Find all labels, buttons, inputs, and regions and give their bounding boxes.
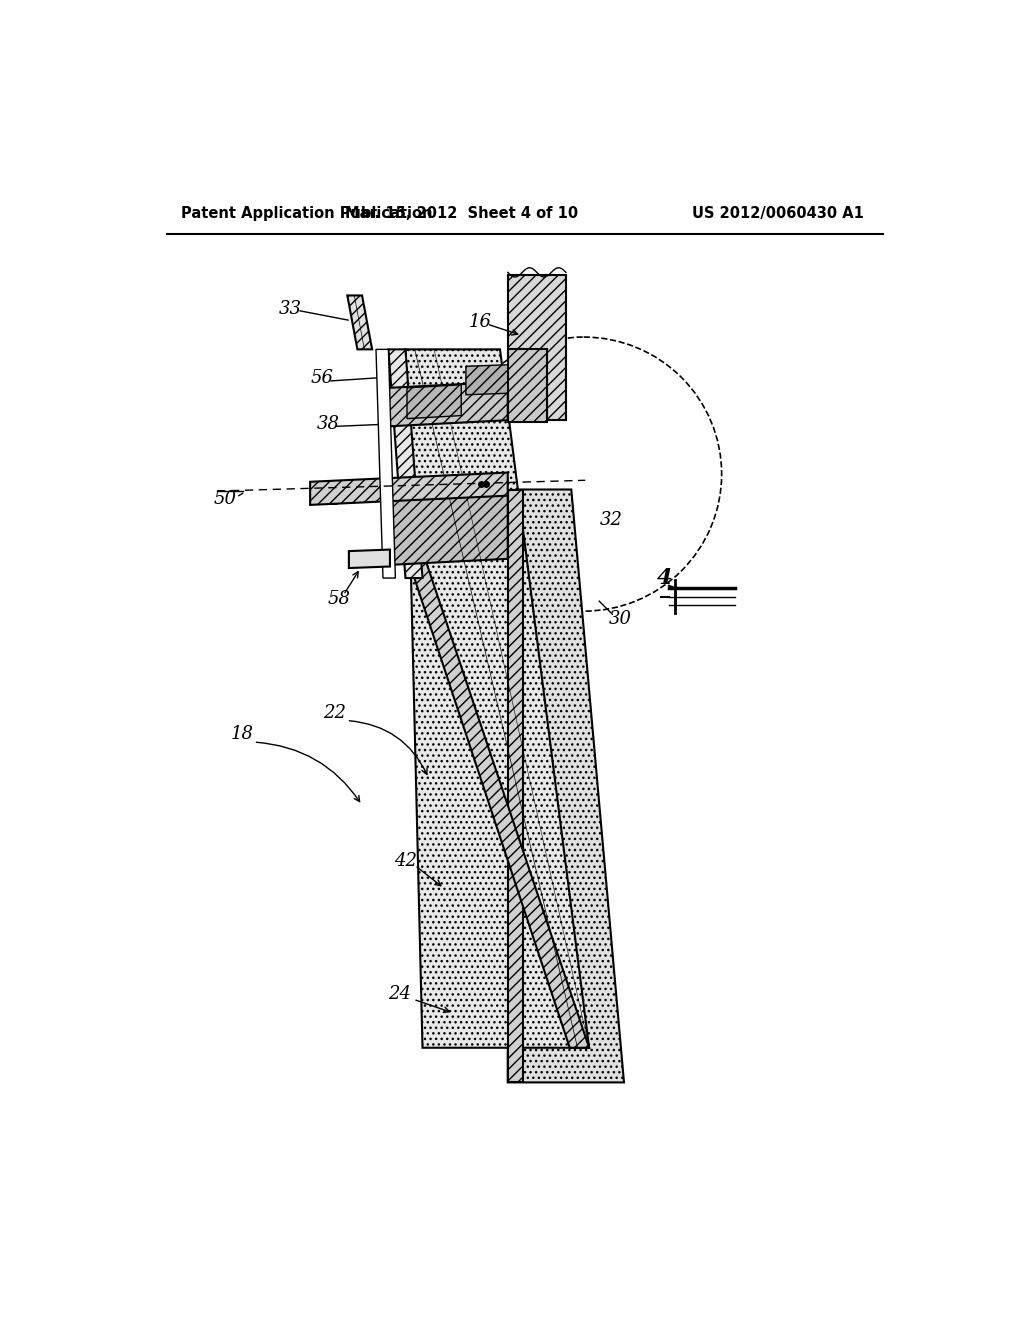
Text: 30: 30: [608, 610, 632, 628]
Polygon shape: [508, 350, 547, 422]
Polygon shape: [376, 350, 395, 578]
Polygon shape: [347, 296, 372, 350]
Text: 38: 38: [316, 414, 339, 433]
Polygon shape: [508, 490, 523, 1082]
Polygon shape: [508, 490, 624, 1082]
Text: 22: 22: [324, 704, 346, 722]
Text: 54: 54: [318, 491, 341, 508]
Polygon shape: [388, 491, 508, 565]
Text: 4: 4: [657, 568, 673, 589]
Text: 52: 52: [430, 388, 454, 407]
Text: Mar. 15, 2012  Sheet 4 of 10: Mar. 15, 2012 Sheet 4 of 10: [345, 206, 578, 222]
Text: 42: 42: [394, 851, 417, 870]
Text: 33: 33: [280, 300, 302, 318]
Text: 56: 56: [310, 368, 333, 387]
Text: 50: 50: [213, 490, 237, 508]
Polygon shape: [349, 549, 390, 568]
Polygon shape: [407, 385, 461, 418]
Polygon shape: [406, 350, 589, 1048]
Polygon shape: [388, 381, 508, 426]
Text: 40: 40: [458, 387, 480, 404]
Text: 58: 58: [328, 590, 350, 607]
Text: Patent Application Publication: Patent Application Publication: [180, 206, 432, 222]
Text: 24: 24: [388, 985, 411, 1003]
Text: 18: 18: [231, 726, 254, 743]
Text: 16: 16: [469, 313, 493, 330]
Polygon shape: [508, 276, 566, 420]
Polygon shape: [388, 350, 423, 578]
Polygon shape: [310, 473, 508, 506]
Polygon shape: [466, 364, 508, 395]
Polygon shape: [406, 552, 589, 1048]
Text: 32: 32: [599, 511, 623, 529]
Text: US 2012/0060430 A1: US 2012/0060430 A1: [692, 206, 864, 222]
